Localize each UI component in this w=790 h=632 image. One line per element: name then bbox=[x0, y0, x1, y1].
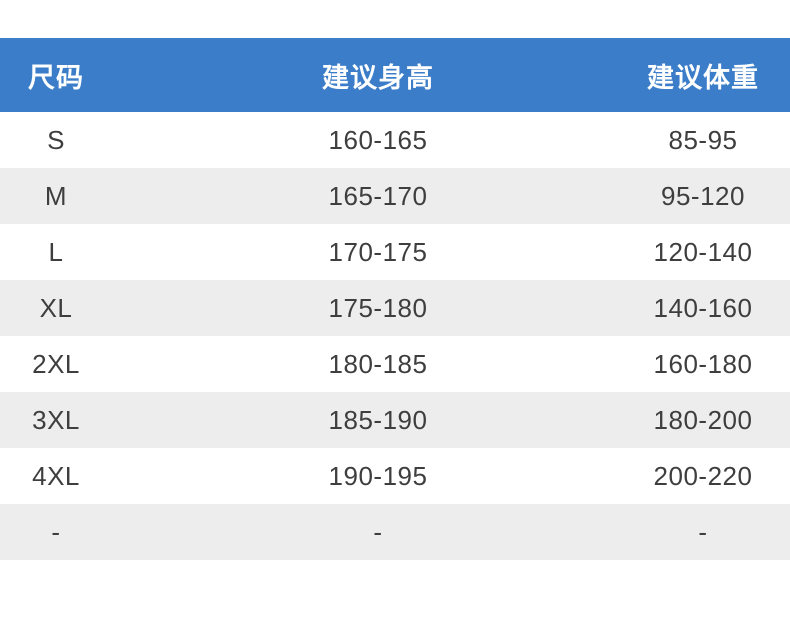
top-margin bbox=[0, 0, 790, 38]
table-row: L 170-175 120-140 bbox=[0, 224, 790, 280]
cell-weight: 95-120 bbox=[661, 180, 745, 211]
cell-weight: - bbox=[698, 516, 708, 547]
size-chart-table: 尺码 建议身高 建议体重 S 160-165 85-95 M 165-170 9… bbox=[0, 38, 790, 560]
cell-weight: 160-180 bbox=[653, 348, 753, 379]
table-row: 3XL 185-190 180-200 bbox=[0, 392, 790, 448]
table-row: 2XL 180-185 160-180 bbox=[0, 336, 790, 392]
cell-height: 170-175 bbox=[328, 236, 428, 267]
table-row: M 165-170 95-120 bbox=[0, 168, 790, 224]
table-header-row: 尺码 建议身高 建议体重 bbox=[0, 38, 790, 112]
header-suggested-height: 建议身高 bbox=[322, 62, 434, 93]
cell-height: 160-165 bbox=[328, 124, 428, 155]
table-row: 4XL 190-195 200-220 bbox=[0, 448, 790, 504]
header-suggested-weight: 建议体重 bbox=[647, 62, 759, 93]
cell-size: M bbox=[44, 180, 68, 211]
cell-weight: 140-160 bbox=[653, 292, 753, 323]
table-row: S 160-165 85-95 bbox=[0, 112, 790, 168]
cell-size: 2XL bbox=[32, 348, 80, 379]
cell-size: S bbox=[47, 124, 65, 155]
cell-height: 185-190 bbox=[328, 404, 428, 435]
cell-weight: 180-200 bbox=[653, 404, 753, 435]
cell-height: 175-180 bbox=[328, 292, 428, 323]
cell-size: - bbox=[51, 516, 61, 547]
cell-size: L bbox=[48, 236, 64, 267]
header-size: 尺码 bbox=[28, 62, 84, 93]
cell-size: XL bbox=[39, 292, 73, 323]
cell-height: 165-170 bbox=[328, 180, 428, 211]
table-row: - - - bbox=[0, 504, 790, 560]
cell-height: - bbox=[373, 516, 383, 547]
cell-weight: 200-220 bbox=[653, 460, 753, 491]
table-body: S 160-165 85-95 M 165-170 95-120 L 170-1… bbox=[0, 112, 790, 560]
table-row: XL 175-180 140-160 bbox=[0, 280, 790, 336]
cell-weight: 85-95 bbox=[668, 124, 738, 155]
cell-size: 4XL bbox=[32, 460, 80, 491]
cell-weight: 120-140 bbox=[653, 236, 753, 267]
cell-size: 3XL bbox=[32, 404, 80, 435]
cell-height: 180-185 bbox=[328, 348, 428, 379]
cell-height: 190-195 bbox=[328, 460, 428, 491]
